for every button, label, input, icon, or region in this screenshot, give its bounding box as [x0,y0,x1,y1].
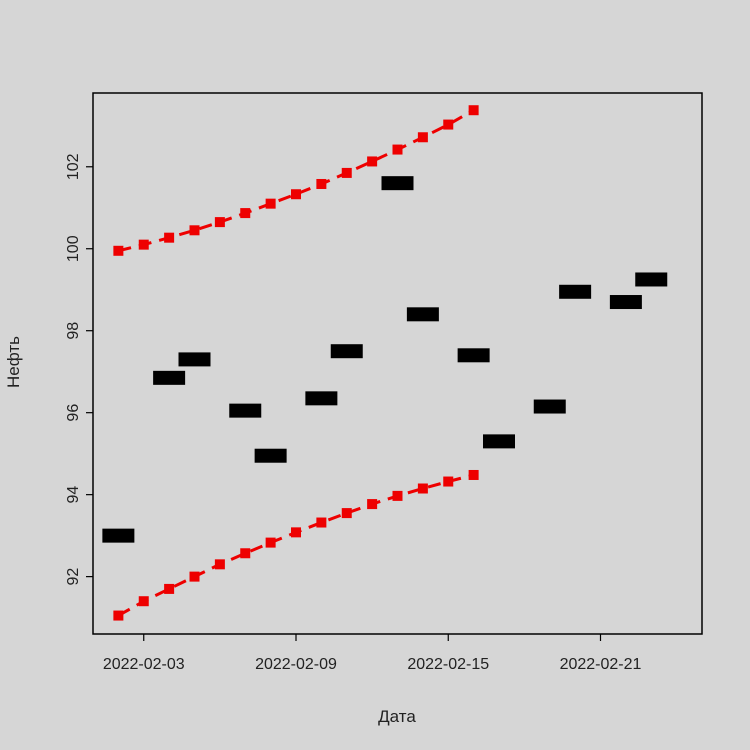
band-point [367,499,378,510]
data-point [406,307,439,322]
band-point [392,144,403,155]
y-tick-label: 100 [65,235,82,262]
band-point [113,610,124,621]
band-point [291,189,301,200]
data-point [635,272,668,287]
y-axis-title: Нефть [4,336,23,388]
band-point [417,483,428,494]
data-point [483,434,515,449]
plot-frame [92,92,703,635]
y-tick-label: 94 [65,486,82,504]
x-tick-label: 2022-02-09 [255,656,337,673]
data-point [457,348,490,363]
band-point [189,571,200,582]
band-point [316,517,327,528]
data-point [330,344,363,359]
y-tick-label: 98 [65,322,82,340]
data-point [533,399,566,414]
band-point [468,105,479,116]
band-point [113,245,124,256]
band-point [164,232,175,243]
band-point [164,583,175,594]
x-tick-label: 2022-02-21 [560,656,642,673]
band-point [265,537,276,548]
band-point [443,476,454,487]
data-point [178,352,211,367]
band-point [468,469,479,480]
x-tick-label: 2022-02-15 [407,656,489,673]
data-point [609,295,642,310]
y-tick-label: 102 [65,153,82,180]
data-point [305,391,338,406]
band-point [265,198,276,209]
data-point [102,528,135,543]
x-tick-label: 2022-02-03 [103,656,185,673]
band-point [214,217,225,228]
band-point [138,239,149,250]
band-point [189,225,200,236]
band-line-2 [117,473,474,617]
data-point [229,403,262,418]
band-point [392,490,403,501]
band-point [240,548,251,559]
band-point [138,596,149,607]
data-point [381,176,414,191]
band-point [240,208,251,219]
y-tick-label: 96 [65,404,82,422]
band-point [316,178,327,189]
data-point [153,370,186,385]
band-point [367,156,378,167]
data-point [559,284,592,299]
band-point [443,119,454,130]
y-tick-label: 92 [65,568,82,586]
band-point [291,527,301,538]
x-axis-title: Дата [378,707,416,726]
band-point [341,167,352,178]
band-point [214,559,225,570]
band-line-1 [118,108,475,253]
band-point [417,132,428,143]
data-point [254,448,287,463]
band-point [341,508,352,519]
